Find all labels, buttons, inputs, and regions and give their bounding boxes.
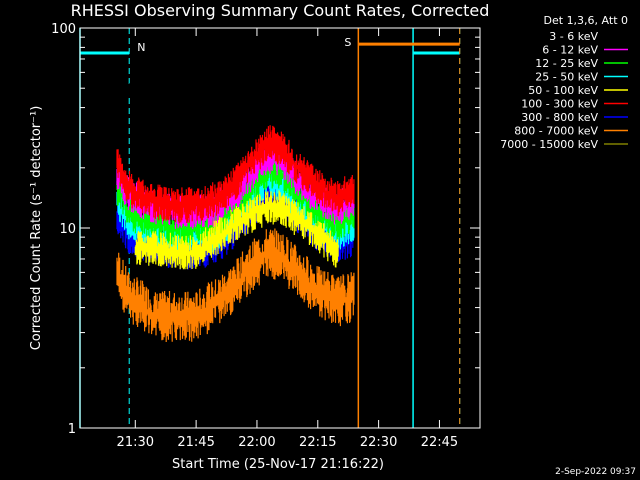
- y-tick-label: 100: [51, 22, 76, 37]
- series-trace-800-7000-: [116, 228, 355, 342]
- axes: 21:30 21:45 22:00 22:15 22:30 22:45 1 10 100: [51, 22, 480, 450]
- y-axis-label: Corrected Count Rate (s⁻¹ detector⁻¹): [29, 106, 44, 351]
- legend-label: 25 - 50 keV: [535, 71, 598, 84]
- series-trace-100-300-: [116, 125, 355, 224]
- footer-timestamp: 2-Sep-2022 09:37: [555, 467, 636, 477]
- legend-header: Det 1,3,6, Att 0: [544, 14, 628, 27]
- legend-label: 3 - 6 keV: [549, 30, 598, 43]
- legend-label: 50 - 100 keV: [528, 84, 598, 97]
- x-tick-label: 21:45: [177, 435, 214, 450]
- chart-title: RHESSI Observing Summary Count Rates, Co…: [71, 1, 490, 20]
- y-tick-label: 10: [59, 222, 76, 237]
- legend-label: 6 - 12 keV: [542, 44, 598, 57]
- legend-label: 12 - 25 keV: [535, 57, 598, 70]
- legend-label: 7000 - 15000 keV: [500, 138, 598, 151]
- x-tick-label: 22:45: [421, 435, 458, 450]
- annotation-s: S: [344, 36, 351, 49]
- annotation-n: N: [137, 41, 145, 54]
- legend-label: 800 - 7000 keV: [514, 125, 598, 138]
- y-tick-label: 1: [68, 422, 76, 437]
- x-tick-label: 22:00: [238, 435, 275, 450]
- series-trace-3-6-: [116, 70, 355, 102]
- x-tick-label: 21:30: [117, 435, 154, 450]
- legend-label: 100 - 300 keV: [521, 98, 598, 111]
- x-tick-label: 22:15: [299, 435, 336, 450]
- x-axis-label: Start Time (25-Nov-17 21:16:22): [172, 457, 384, 472]
- series-trace-50-100-: [134, 190, 339, 270]
- legend-label: 300 - 800 keV: [521, 111, 598, 124]
- x-tick-label: 22:30: [360, 435, 397, 450]
